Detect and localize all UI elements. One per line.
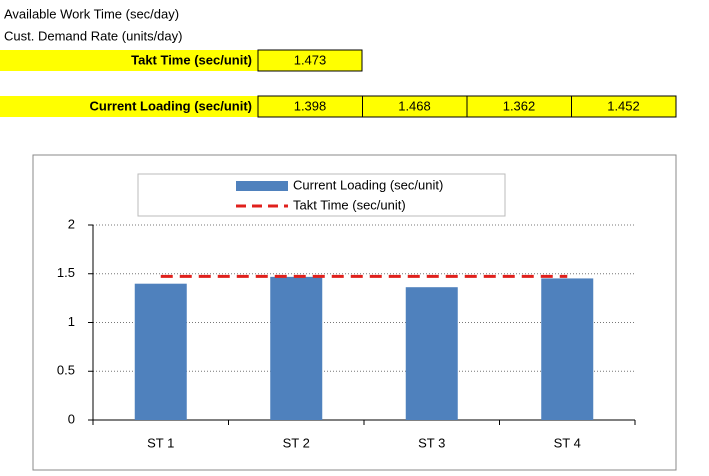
cell-value: 1.362 (503, 98, 536, 113)
highlight (0, 50, 362, 71)
sheet-label: Takt Time (sec/unit) (131, 52, 252, 67)
x-tick-label: ST 3 (418, 435, 445, 450)
bar (270, 276, 323, 420)
y-tick-label: 1 (68, 314, 75, 329)
x-tick-label: ST 2 (283, 435, 310, 450)
x-tick-label: ST 1 (147, 435, 174, 450)
cell-value: 1.452 (607, 98, 640, 113)
bar (134, 283, 187, 420)
cell-value: 1.473 (294, 52, 327, 67)
legend (137, 173, 506, 217)
y-tick-label: 1.5 (57, 265, 75, 280)
sheet-label: Current Loading (sec/unit) (90, 98, 253, 113)
y-tick-label: 0.5 (57, 363, 75, 378)
sheet-label: Cust. Demand Rate (units/day) (4, 28, 182, 43)
cell-value: 1.468 (398, 98, 431, 113)
bar (405, 287, 458, 420)
y-tick-label: 2 (68, 216, 75, 231)
legend-label: Takt Time (sec/unit) (293, 197, 406, 212)
cell (257, 49, 363, 72)
legend-label: Current Loading (sec/unit) (293, 177, 443, 192)
sheet-label: Available Work Time (sec/day) (4, 6, 179, 21)
x-tick-label: ST 4 (554, 435, 581, 450)
cell-value: 1.398 (294, 98, 327, 113)
highlight (0, 96, 676, 117)
bar (541, 278, 594, 420)
cell (571, 95, 677, 118)
y-tick-label: 0 (68, 411, 75, 426)
legend-swatch (236, 181, 288, 191)
